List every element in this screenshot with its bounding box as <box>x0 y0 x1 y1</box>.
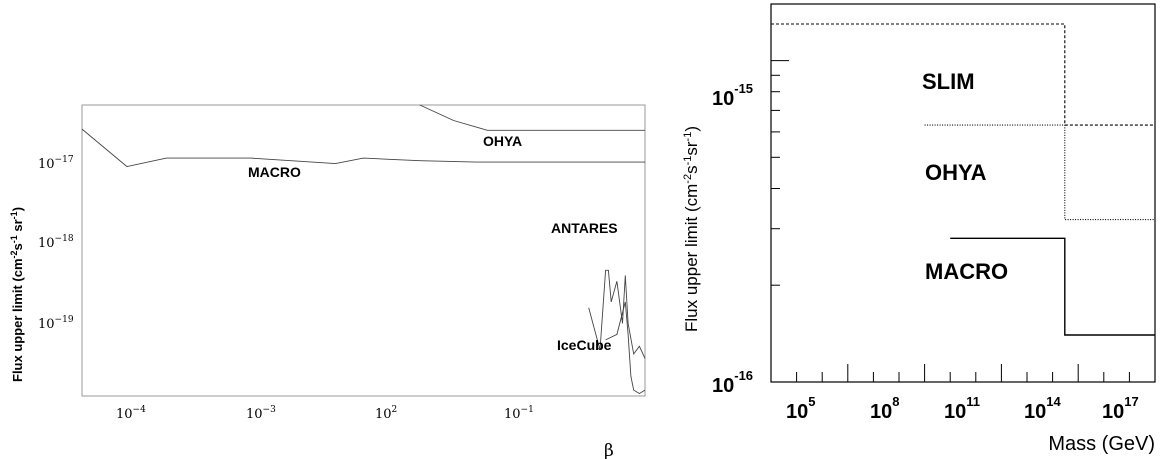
right-chart: 10-15 10-16 105 108 1011 1014 1017 Mass … <box>682 3 1156 455</box>
left-xtick-1: 10−4 <box>116 405 146 422</box>
right-annotation-macro: MACRO <box>925 259 1008 284</box>
left-series-group <box>81 104 646 395</box>
right-xtick-5: 1017 <box>1102 394 1139 423</box>
left-series-line-icecube <box>605 301 646 395</box>
left-annotation-antares: ANTARES <box>551 220 618 236</box>
right-ytick-1: 10-15 <box>712 81 753 110</box>
right-xtick-3: 1011 <box>944 394 980 423</box>
left-series-line-macro <box>81 128 645 168</box>
right-annotation-ohya: OHYA <box>925 160 987 185</box>
right-xtick-4: 1014 <box>1024 394 1061 423</box>
right-series-group <box>771 23 1155 336</box>
left-plot-frame <box>81 104 646 397</box>
right-series-line-ohya <box>924 124 1155 221</box>
right-ytick-2: 10-16 <box>712 368 753 397</box>
left-ylabel: Flux upper limit (cm-2s-1 sr-1) <box>9 207 25 382</box>
right-xlabel: Mass (GeV) <box>1048 433 1155 455</box>
left-xtick-2: 10−3 <box>246 405 276 422</box>
left-ytick-3: 10−19 <box>38 315 74 332</box>
left-ytick-1: 10−17 <box>38 155 74 172</box>
left-xlabel: β <box>604 441 614 459</box>
left-xtick-3: 102 <box>375 405 397 422</box>
right-ticks-group <box>771 60 1156 383</box>
left-annotation-ohya: OHYA <box>483 133 522 149</box>
left-series-line-antares <box>588 269 646 359</box>
left-series-line-ohya <box>419 104 645 131</box>
left-ytick-2: 10−18 <box>38 234 74 251</box>
right-ylabel: Flux upper limit (cm-2s-1sr-1) <box>682 126 701 332</box>
right-series-line-slim <box>771 23 1155 126</box>
left-annotation-macro: MACRO <box>248 164 301 180</box>
right-plot-frame <box>770 3 1156 383</box>
left-annotation-icecube: IceCube <box>557 337 612 353</box>
right-xtick-2: 108 <box>870 394 899 423</box>
left-xtick-4: 10−1 <box>504 405 534 422</box>
right-xtick-1: 105 <box>786 394 815 423</box>
right-series-line-macro <box>950 237 1155 336</box>
right-annotation-slim: SLIM <box>922 69 975 94</box>
left-chart: 10−17 10−18 10−19 10−4 10−3 102 10−1 β F… <box>9 104 646 459</box>
